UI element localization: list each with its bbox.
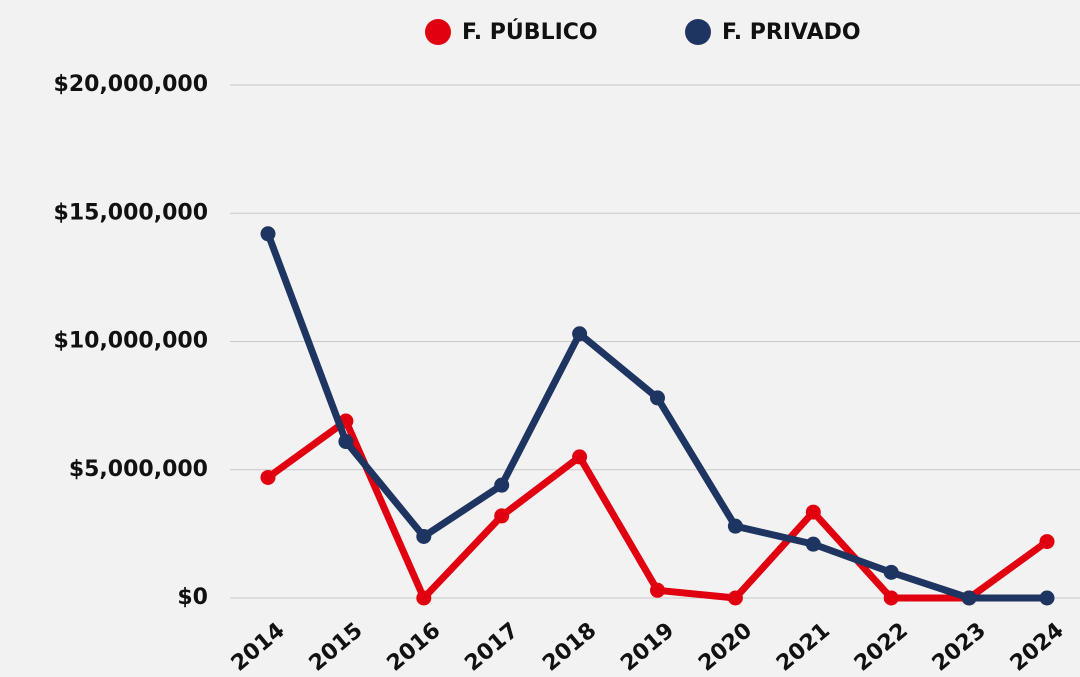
data-point	[727, 590, 743, 606]
y-tick-label: $5,000,000	[69, 457, 208, 482]
data-point	[260, 469, 276, 485]
data-point	[572, 449, 588, 465]
x-tick-label: 2019	[616, 618, 679, 677]
data-point	[416, 528, 432, 544]
x-tick-label: 2014	[227, 618, 290, 677]
data-point	[805, 536, 821, 552]
data-point	[805, 504, 821, 520]
data-point	[883, 564, 899, 580]
data-point	[260, 226, 276, 242]
legend-label: F. PÚBLICO	[462, 19, 598, 45]
x-tick-label: 2016	[383, 618, 446, 677]
y-tick-label: $15,000,000	[54, 200, 208, 225]
x-tick-label: 2015	[305, 618, 368, 677]
legend-label: F. PRIVADO	[722, 20, 861, 45]
series-line	[265, 417, 1050, 602]
data-point	[727, 518, 743, 534]
y-tick-label: $10,000,000	[54, 329, 208, 354]
data-point	[338, 434, 354, 450]
data-point	[1039, 590, 1055, 606]
x-tick-label: 2022	[850, 618, 913, 677]
x-tick-label: 2018	[538, 618, 601, 677]
data-point	[416, 590, 432, 606]
data-point	[494, 508, 510, 524]
x-tick-label: 2024	[1006, 618, 1069, 677]
x-tick-label: 2023	[928, 618, 991, 677]
data-point	[961, 590, 977, 606]
x-tick-label: 2020	[694, 618, 757, 677]
data-point	[650, 390, 665, 406]
legend-swatch	[425, 19, 451, 45]
y-tick-label: $20,000,000	[54, 72, 208, 97]
data-point	[1039, 534, 1055, 550]
data-point	[883, 590, 899, 606]
legend-swatch	[685, 19, 711, 45]
x-tick-label: 2021	[772, 618, 835, 677]
data-point	[650, 582, 665, 598]
series-line	[264, 232, 1047, 602]
data-point	[494, 477, 510, 493]
x-tick-label: 2017	[460, 618, 523, 677]
data-point	[572, 326, 588, 342]
y-tick-label: $0	[177, 585, 208, 610]
